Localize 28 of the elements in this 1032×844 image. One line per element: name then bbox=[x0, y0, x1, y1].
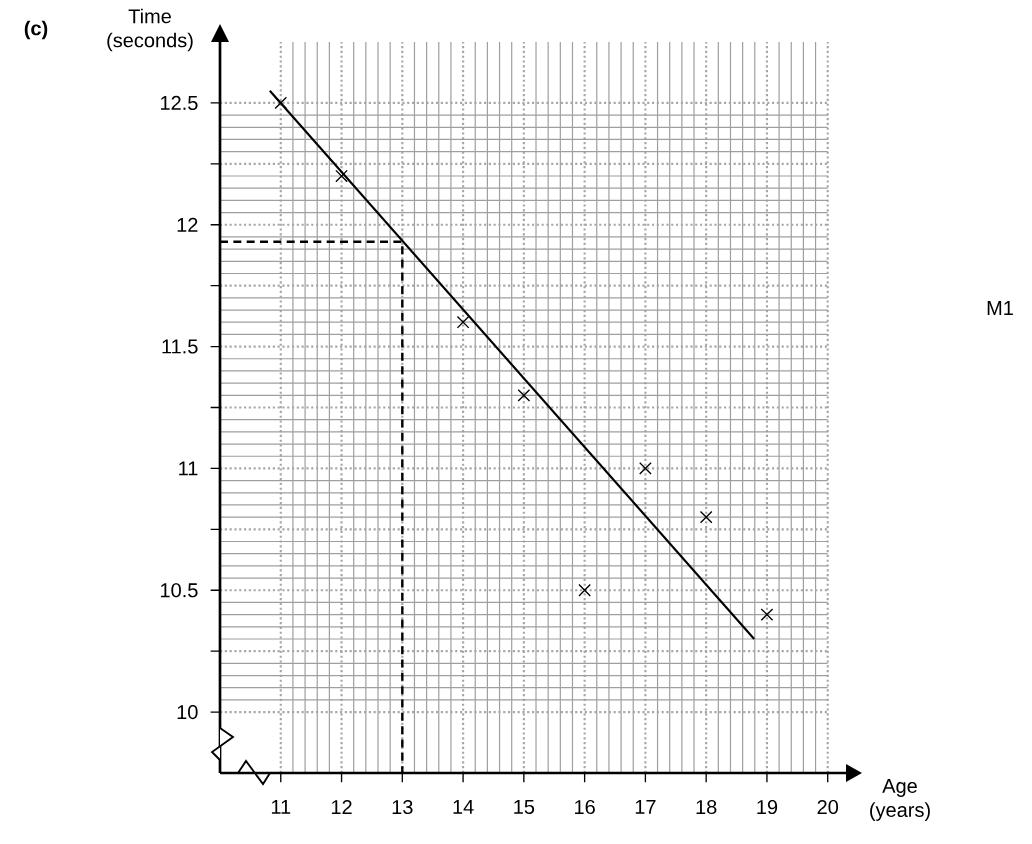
text: M1 bbox=[987, 301, 1013, 315]
x-tick-label: 18 bbox=[696, 799, 717, 815]
y-tick-label: 10.5 bbox=[161, 583, 198, 598]
point bbox=[578, 583, 591, 597]
y-tick-label: 11 bbox=[179, 461, 198, 476]
y-axis-title: Time (seconds) bbox=[107, 8, 193, 52]
y-tick-label: 12.5 bbox=[161, 95, 198, 110]
point bbox=[456, 315, 470, 329]
x-tick-label: 14 bbox=[453, 799, 474, 814]
point bbox=[760, 608, 774, 621]
x-tick-label: 15 bbox=[514, 799, 535, 814]
point bbox=[517, 388, 531, 402]
text: (c) bbox=[24, 20, 48, 40]
y-tick-label: 11.5 bbox=[162, 339, 198, 354]
x-tick-label: 11 bbox=[271, 799, 291, 814]
x-axis-title: Age (years) bbox=[870, 779, 930, 821]
x-tick-label: 12 bbox=[331, 799, 352, 814]
x-tick-label: 16 bbox=[575, 799, 595, 815]
y-tick-label: 12 bbox=[177, 217, 198, 232]
x-tick-label: 20 bbox=[817, 799, 839, 815]
point bbox=[699, 510, 713, 524]
point bbox=[639, 462, 652, 475]
y-tick-label: 10 bbox=[177, 705, 198, 720]
point bbox=[335, 169, 348, 183]
x-tick-label: 17 bbox=[635, 799, 656, 814]
point bbox=[274, 96, 288, 110]
x-tick-label: 19 bbox=[757, 799, 778, 815]
x-tick-label: 13 bbox=[392, 799, 413, 815]
